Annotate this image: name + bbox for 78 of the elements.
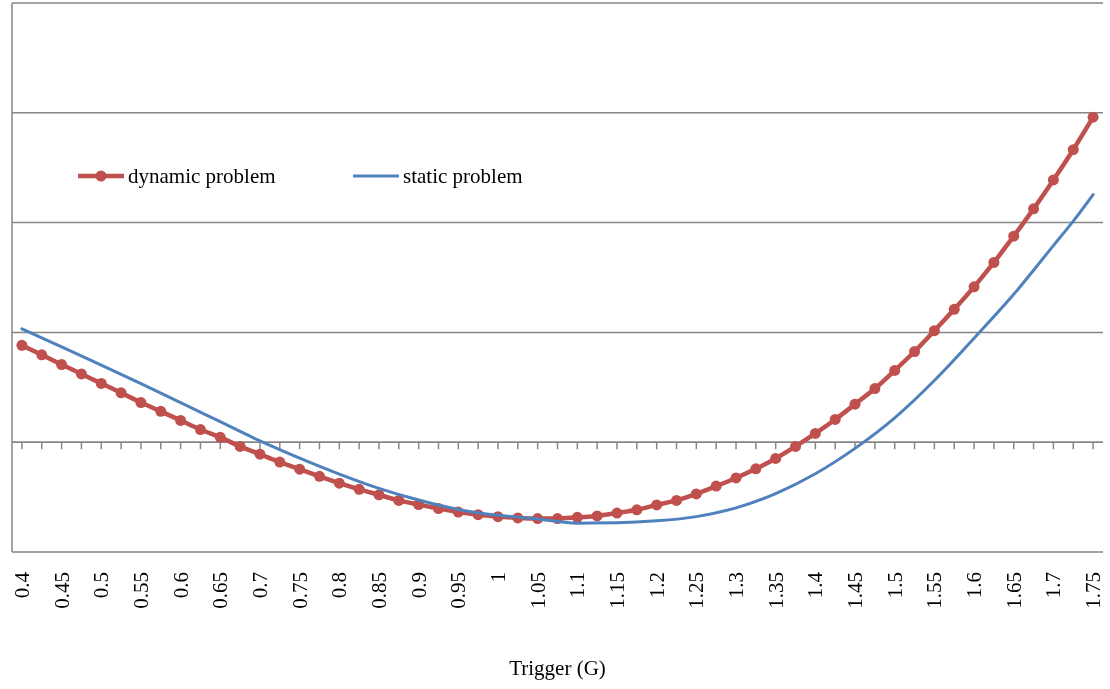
x-tick-label: 1.55 xyxy=(922,572,947,609)
point xyxy=(393,494,405,506)
point xyxy=(155,405,167,417)
x-tick-label: 0.9 xyxy=(406,572,431,599)
x-tick-label: 0.45 xyxy=(49,572,74,609)
point xyxy=(889,364,901,376)
point xyxy=(869,383,881,395)
x-tick-label: 1 xyxy=(485,572,510,583)
x-tick-label: 0.75 xyxy=(287,572,312,609)
x-tick-label: 1.75 xyxy=(1081,572,1106,609)
point xyxy=(928,325,940,337)
x-tick-label: 0.7 xyxy=(247,572,272,599)
x-tick-label: 1.1 xyxy=(565,572,590,599)
x-tick-label: 1.35 xyxy=(763,572,788,609)
point xyxy=(353,483,365,495)
point xyxy=(651,499,663,511)
x-tick-label: 0.65 xyxy=(208,572,233,609)
x-tick-label: 1.65 xyxy=(1001,572,1026,609)
point xyxy=(1067,144,1079,156)
point xyxy=(988,256,1000,268)
x-tick-label: 0.5 xyxy=(89,572,114,599)
point xyxy=(1008,230,1020,242)
point xyxy=(313,470,325,482)
point xyxy=(75,368,87,380)
x-tick-label: 0.95 xyxy=(446,572,471,609)
point xyxy=(333,477,345,489)
point xyxy=(710,480,722,492)
x-tick-label: 1.45 xyxy=(843,572,868,609)
x-tick-label: 1.05 xyxy=(525,572,550,609)
point xyxy=(690,488,702,500)
point xyxy=(631,504,643,516)
point xyxy=(1047,174,1059,186)
point xyxy=(809,427,821,439)
point xyxy=(611,507,623,519)
point xyxy=(135,397,147,409)
point xyxy=(1028,203,1040,215)
x-tick-label: 0.4 xyxy=(9,571,34,599)
point xyxy=(234,440,246,452)
x-tick-label: 0.55 xyxy=(128,572,153,609)
x-axis-title: Trigger (G) xyxy=(509,656,606,680)
x-tick-label: 1.15 xyxy=(605,572,630,609)
point xyxy=(591,510,603,522)
point xyxy=(16,339,28,351)
x-tick-label: 1.5 xyxy=(882,572,907,599)
point xyxy=(274,456,286,468)
x-tick-label: 0.85 xyxy=(366,572,391,609)
point xyxy=(849,398,861,410)
point xyxy=(56,359,68,371)
x-tick-label: 0.6 xyxy=(168,572,193,599)
legend-label: static problem xyxy=(403,164,523,188)
point xyxy=(214,431,226,443)
point xyxy=(671,494,683,506)
point xyxy=(254,448,266,460)
legend-label: dynamic problem xyxy=(128,164,276,188)
point xyxy=(1087,111,1099,123)
point xyxy=(909,346,921,358)
point xyxy=(373,489,385,501)
point xyxy=(95,377,107,389)
x-tick-label: 1.25 xyxy=(684,572,709,609)
point xyxy=(790,440,802,452)
point xyxy=(36,349,48,361)
point xyxy=(115,387,127,399)
x-tick-label: 0.8 xyxy=(327,572,352,599)
point xyxy=(194,424,206,436)
point xyxy=(730,472,742,484)
x-tick-label: 1.2 xyxy=(644,572,669,599)
point xyxy=(571,511,583,523)
point xyxy=(948,303,960,315)
x-tick-label: 1.3 xyxy=(724,572,749,599)
x-tick-label: 1.4 xyxy=(803,571,828,599)
point xyxy=(770,452,782,464)
x-tick-label: 1.6 xyxy=(962,572,987,599)
point xyxy=(294,463,306,475)
point xyxy=(175,414,187,426)
point xyxy=(968,281,980,293)
point xyxy=(750,463,762,475)
point xyxy=(829,413,841,425)
x-tick-label: 1.7 xyxy=(1041,572,1066,599)
